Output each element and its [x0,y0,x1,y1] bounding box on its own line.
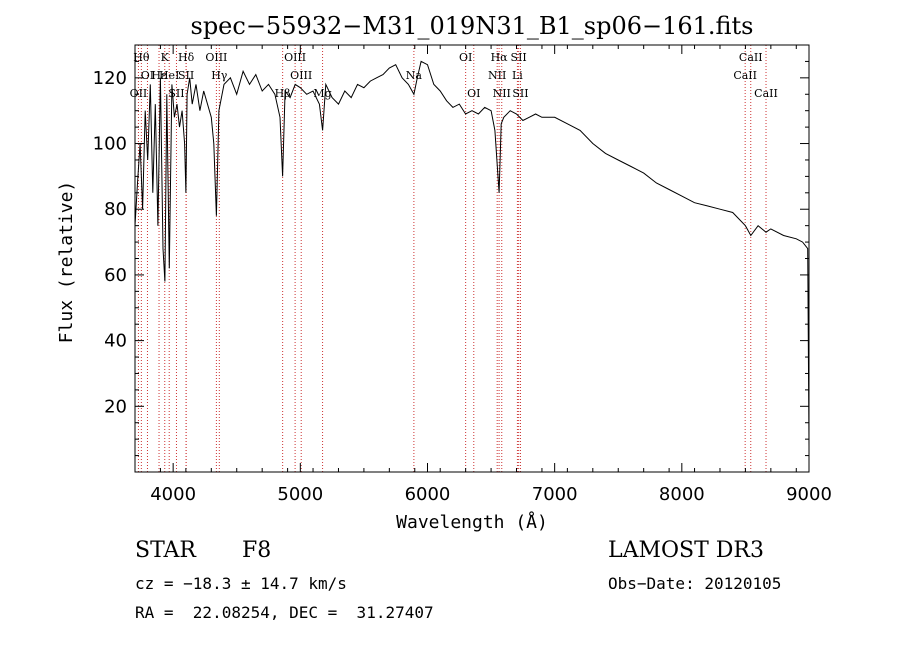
line-label-10: Hγ [211,69,228,82]
plot-frame [134,44,810,473]
line-label-21: Li [512,69,523,82]
object-subclass: F8 [242,538,272,563]
spectral-line-markers [137,45,767,472]
line-label-12: OIII [284,51,306,64]
line-label-7: Hδ [178,51,195,64]
y-tick-label-0: 20 [104,396,127,417]
line-label-4: K [161,51,170,64]
x-tick-label-2: 6000 [405,484,451,505]
line-label-8: SII [178,69,194,82]
spectral-line-labels: OIIHθOIHεKHeISIIHδSIIOIIIHγHβOIIIOIIIMgN… [130,51,778,100]
line-label-25: CaII [739,51,763,64]
x-tick-label-1: 5000 [277,484,323,505]
line-label-6: SII [168,87,184,100]
y-tick-label-4: 100 [93,134,127,155]
line-label-13: OIII [290,69,312,82]
line-label-24: CaII [733,69,757,82]
line-label-5: HeI [159,69,179,82]
obs-date: Obs−Date: 20120105 [608,574,782,593]
survey-name: LAMOST DR3 [608,538,764,563]
chart-title: spec−55932−M31_019N31_B1_sp06−161.fits [191,12,754,40]
line-label-15: Na [406,69,423,82]
x-tick-label-0: 4000 [150,484,196,505]
y-tick-label-5: 120 [93,68,127,89]
line-label-18: NII [488,69,506,82]
line-label-17: OI [467,87,480,100]
x-axis-label: Wavelength (Å) [396,511,548,533]
line-label-9: OIII [205,51,227,64]
line-label-20: NII [493,87,511,100]
x-axis-ticks: 4000 5000 6000 7000 8000 9000 [134,45,832,505]
y-axis-ticks: 20 40 60 80 100 120 [93,60,809,457]
line-label-16: OI [459,51,472,64]
x-tick-label-3: 7000 [532,484,578,505]
line-label-19: Hα [491,51,509,64]
redshift-cz: cz = −18.3 ± 14.7 km/s [135,574,347,593]
line-label-14: Mg [313,87,331,100]
line-label-1: Hθ [133,51,150,64]
line-label-2: OI [141,69,154,82]
line-label-3: Hε [151,69,167,82]
object-class: STAR [135,538,196,563]
y-tick-label-2: 60 [104,265,127,286]
x-tick-label-5: 9000 [786,484,832,505]
x-tick-label-4: 8000 [659,484,705,505]
ra-dec: RA = 22.08254, DEC = 31.27407 [135,603,434,622]
line-label-11: Hβ [275,87,291,100]
y-tick-label-1: 40 [104,331,127,352]
line-label-22: SII [511,51,527,64]
y-tick-label-3: 80 [104,199,127,220]
y-axis-label: Flux (relative) [56,181,77,344]
spectrum-line [134,60,810,446]
line-label-26: CaII [754,87,778,100]
line-label-23: SII [512,87,528,100]
line-label-0: OII [130,87,148,100]
